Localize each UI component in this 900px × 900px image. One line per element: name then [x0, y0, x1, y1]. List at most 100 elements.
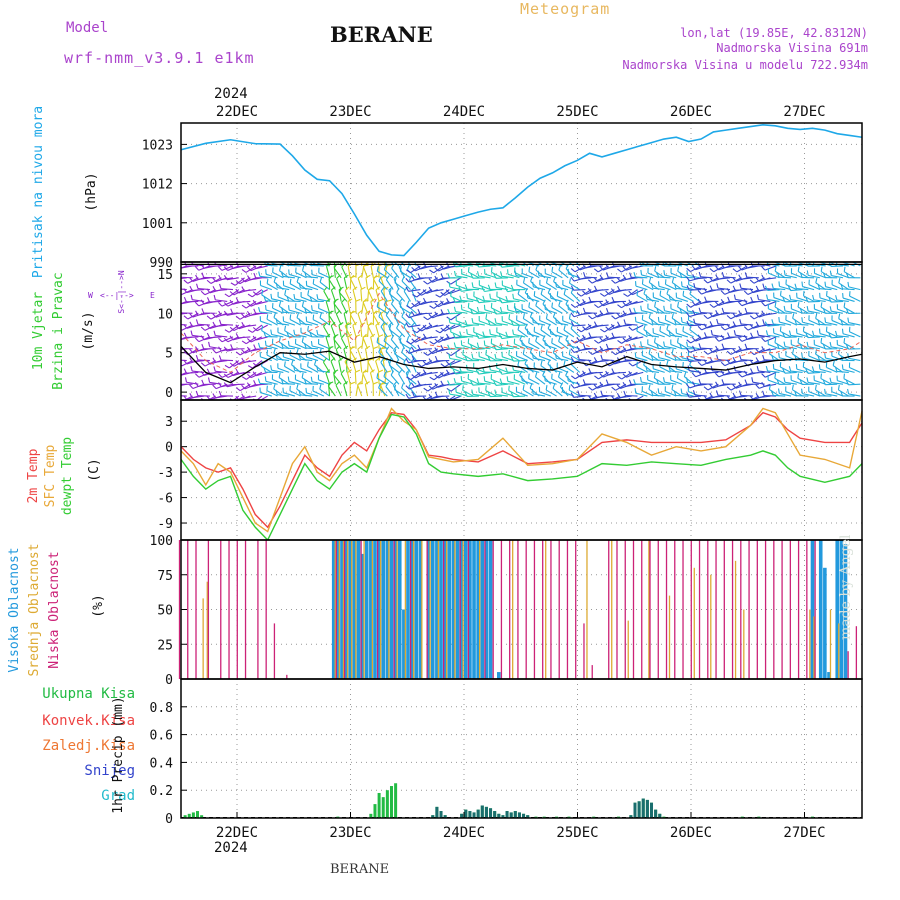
cloud-high-bar	[435, 540, 439, 679]
model-label: Model	[66, 20, 109, 36]
temperature-ytick-label: -9	[157, 517, 173, 532]
precip-conv-bar	[629, 815, 633, 818]
meteogram-title: Meteogram	[520, 0, 611, 18]
precip-conv-bar	[513, 811, 517, 818]
cloud-high-bar	[468, 540, 472, 679]
cloud-high-bar	[381, 540, 386, 679]
model-name: wrf-nmm_v3.9.1 e1km	[64, 49, 255, 67]
cloud-high-bar	[480, 540, 485, 679]
cloud-high-bar	[484, 540, 489, 679]
cloud-ytick-label: 25	[157, 638, 173, 653]
wind-ytick-label: 10	[157, 307, 173, 322]
cloud-high-bar	[348, 540, 353, 679]
temperature-panel: -9 -6 -3 0 3	[157, 400, 863, 542]
precip-total-bar	[187, 813, 191, 818]
wind-unit: (m/s)	[81, 311, 96, 350]
precip-ytick-label: 0.8	[150, 701, 173, 716]
cloud-high-bar	[451, 540, 456, 679]
precip-conv-bar	[658, 813, 662, 818]
precip-conv-bar	[472, 812, 476, 818]
cloud-high-bar	[389, 540, 394, 679]
pressure-ytick-label: 990	[150, 256, 173, 271]
day-label-bottom: 22DEC	[216, 825, 258, 841]
precip-conv-bar	[468, 811, 472, 818]
model-altitude-info: Nadmorska Visina u modelu 722.934m	[622, 58, 868, 72]
cloud-ytick-label: 50	[157, 604, 173, 619]
precip-background	[181, 679, 862, 818]
wind-axis-title-1: 10m Vjetar	[31, 292, 46, 370]
cloud-high-bar	[410, 540, 414, 679]
cloud-high-bar	[476, 540, 480, 679]
precip-conv-bar	[650, 802, 654, 818]
cloud-high-bar	[835, 540, 840, 679]
precip-conv-bar	[641, 798, 645, 818]
cloud-high-bar	[369, 540, 373, 679]
cloud-high-bar	[818, 540, 823, 679]
temperature-ytick-label: 3	[165, 415, 173, 430]
wind-key-ns: S<--|-->N	[117, 270, 126, 314]
precip-legend-4: Snijeg	[84, 763, 135, 779]
cloud-high-bar	[447, 540, 452, 679]
wind-ytick-label: 15	[157, 268, 173, 283]
temperature-ytick-label: -6	[157, 492, 173, 507]
day-label-top: 26DEC	[670, 104, 712, 120]
cloud-high-bar	[352, 540, 357, 679]
wind-panel: 0 5 10 15	[157, 262, 863, 401]
precip-conv-bar	[517, 812, 521, 818]
wind-key-arrow: <--|-->	[100, 291, 134, 300]
cloud-ytick-label: 0	[165, 673, 173, 688]
precip-conv-bar	[526, 815, 530, 818]
cloud-high-bar	[385, 540, 390, 679]
pressure-ytick-label: 1012	[142, 178, 173, 193]
precip-conv-bar	[501, 815, 505, 818]
precip-conv-bar	[645, 799, 649, 818]
altitude-info: Nadmorska Visina 691m	[716, 41, 868, 55]
precip-conv-bar	[654, 809, 658, 818]
watermark: made by Angel	[838, 534, 854, 641]
day-label-top: 24DEC	[443, 104, 485, 120]
cloud-high-bar	[397, 540, 402, 679]
precip-total-bar	[385, 790, 389, 818]
day-label-bottom: 23DEC	[329, 825, 371, 841]
precip-conv-bar	[497, 813, 501, 818]
precip-conv-bar	[493, 811, 497, 818]
cloud-high-bar	[393, 540, 398, 679]
precip-conv-bar	[489, 808, 493, 818]
precip-ytick-label: 0.2	[150, 784, 173, 799]
pressure-ytick-label: 1023	[142, 138, 173, 153]
cloud-high-bar	[402, 609, 406, 679]
axis-labels: 22DEC 22DEC 23DEC 23DEC 24DEC 24DEC 25DEC 25DEC…	[7, 104, 863, 841]
cloud-high-bar	[459, 540, 464, 679]
wind-gust-line	[180, 292, 863, 373]
coords-info: lon,lat (19.85E, 42.8312N)	[680, 26, 868, 40]
cloud-high-bar	[331, 540, 336, 679]
precip-conv-bar	[460, 813, 464, 818]
day-label-top: 22DEC	[216, 104, 258, 120]
cloud-high-bar	[360, 553, 365, 679]
temp-axis-title-3: dewpt Temp	[60, 437, 75, 515]
temperature-ytick-label: 0	[165, 441, 173, 456]
precip-conv-bar	[637, 801, 641, 818]
day-label-bottom: 26DEC	[670, 825, 712, 841]
precip-ytick-label: 0.4	[150, 756, 174, 771]
cloud-high-bar	[827, 672, 831, 679]
precip-conv-bar	[505, 811, 509, 818]
footer-station: BERANE	[330, 862, 390, 877]
year-top: 2024	[214, 86, 248, 102]
cloud-high-bar	[843, 544, 848, 679]
cloud-high-bar	[430, 540, 435, 679]
precip-total-bar	[196, 811, 200, 818]
cloud-high-bar	[439, 540, 443, 679]
cloud-high-bar	[472, 540, 476, 679]
cloud-panel: 0 25 50 75 100	[150, 534, 862, 688]
cloud-high-bar	[426, 540, 431, 679]
cloud-high-bar	[488, 540, 493, 679]
pressure-panel: 990 1001 1012 1023	[142, 123, 863, 271]
wind-ytick-label: 0	[165, 386, 173, 401]
precip-ytick-label: 0	[165, 812, 173, 827]
wind-key-west: W	[88, 291, 93, 300]
station-title: BERANE	[330, 22, 433, 47]
cloud-high-bar	[455, 540, 460, 679]
precip-border	[180, 678, 863, 819]
